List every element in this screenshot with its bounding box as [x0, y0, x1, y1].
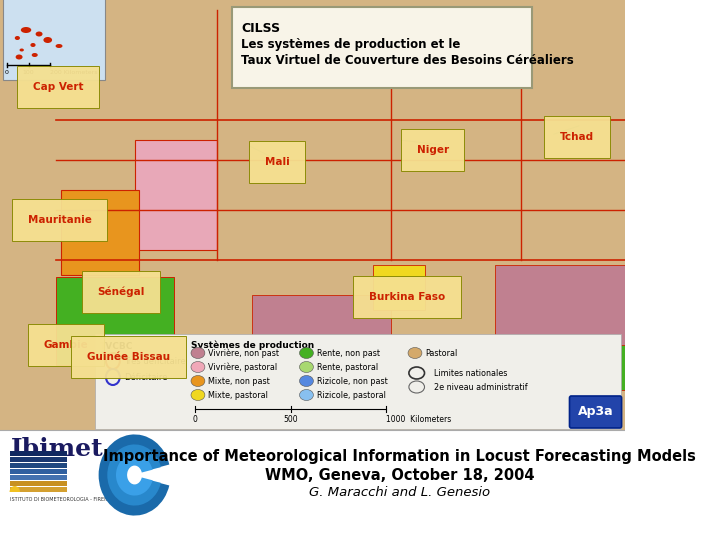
Text: Mixte, non past: Mixte, non past — [208, 376, 270, 386]
Text: Taux Virtuel de Couverture des Besoins Céréaliers: Taux Virtuel de Couverture des Besoins C… — [241, 54, 574, 67]
Ellipse shape — [19, 49, 24, 51]
Text: 200 Kilometers: 200 Kilometers — [50, 70, 98, 75]
FancyBboxPatch shape — [232, 7, 532, 88]
Ellipse shape — [300, 361, 313, 373]
Ellipse shape — [30, 43, 35, 47]
FancyBboxPatch shape — [252, 295, 391, 365]
Text: Ap3a: Ap3a — [577, 406, 613, 419]
Text: Niger: Niger — [417, 145, 449, 155]
Text: ISTITUTO DI BIOMETEOROLOGIA - FIRENZE: ISTITUTO DI BIOMETEOROLOGIA - FIRENZE — [10, 497, 114, 502]
Text: Guinée Bissau: Guinée Bissau — [87, 352, 170, 362]
Text: Rizicole, non past: Rizicole, non past — [317, 376, 387, 386]
Ellipse shape — [191, 361, 205, 373]
Ellipse shape — [55, 44, 63, 48]
Text: 2e niveau administratif: 2e niveau administratif — [434, 382, 528, 392]
Bar — [96, 334, 621, 429]
Ellipse shape — [191, 389, 205, 401]
Bar — [10, 475, 67, 480]
Text: 500: 500 — [284, 415, 298, 424]
Text: Mali: Mali — [265, 157, 289, 167]
Bar — [10, 487, 67, 492]
Text: Mauritanie: Mauritanie — [28, 215, 91, 225]
Bar — [10, 469, 67, 474]
Text: Gambie: Gambie — [43, 340, 88, 350]
Ellipse shape — [191, 375, 205, 387]
FancyBboxPatch shape — [56, 277, 174, 365]
Bar — [10, 481, 67, 486]
Text: Rente, pastoral: Rente, pastoral — [317, 362, 378, 372]
Text: Sénégal: Sénégal — [97, 287, 145, 297]
Bar — [10, 462, 67, 468]
Text: Mixte, pastoral: Mixte, pastoral — [208, 390, 269, 400]
FancyBboxPatch shape — [516, 345, 625, 390]
Text: 0: 0 — [193, 415, 198, 424]
Ellipse shape — [191, 348, 205, 359]
Text: Vivrière, pastoral: Vivrière, pastoral — [208, 362, 277, 372]
Text: Ibimet: Ibimet — [10, 437, 103, 461]
Text: CILSS: CILSS — [241, 22, 281, 35]
FancyBboxPatch shape — [570, 396, 621, 428]
Text: Importance of Meteorological Information in Locust Forecasting Models: Importance of Meteorological Information… — [103, 449, 696, 464]
Bar — [0, 0, 625, 430]
Text: Limites nationales: Limites nationales — [434, 368, 508, 377]
Text: Vivrière, non past: Vivrière, non past — [208, 348, 279, 357]
Text: Burkina Faso: Burkina Faso — [369, 292, 445, 302]
Bar — [10, 456, 67, 462]
Text: Rizicole, pastoral: Rizicole, pastoral — [317, 390, 386, 400]
FancyBboxPatch shape — [60, 190, 139, 275]
Ellipse shape — [35, 31, 42, 37]
Ellipse shape — [16, 55, 22, 59]
Bar — [3, 0, 105, 80]
Text: Pastoral: Pastoral — [426, 348, 458, 357]
Ellipse shape — [21, 27, 31, 33]
Ellipse shape — [32, 53, 37, 57]
Ellipse shape — [300, 389, 313, 401]
Ellipse shape — [300, 375, 313, 387]
Text: 100: 100 — [23, 70, 35, 75]
Text: Les systèmes de production et le: Les systèmes de production et le — [241, 38, 461, 51]
Wedge shape — [9, 486, 20, 492]
Text: Très déficitaire: Très déficitaire — [124, 356, 186, 366]
Ellipse shape — [408, 348, 422, 359]
Ellipse shape — [43, 37, 52, 43]
Ellipse shape — [300, 348, 313, 359]
Text: Rente, non past: Rente, non past — [317, 348, 380, 357]
Bar — [0, 430, 625, 540]
Text: G. Maracchi and L. Genesio: G. Maracchi and L. Genesio — [309, 487, 490, 500]
Text: Déficitaire: Déficitaire — [124, 373, 168, 381]
FancyBboxPatch shape — [373, 265, 426, 310]
FancyBboxPatch shape — [495, 265, 625, 355]
Ellipse shape — [14, 36, 20, 40]
Text: TVCBC: TVCBC — [100, 342, 133, 351]
Text: Tchad: Tchad — [560, 132, 594, 142]
Text: Systèmes de production: Systèmes de production — [191, 340, 314, 349]
Bar — [10, 450, 67, 456]
Text: Cap Vert: Cap Vert — [33, 82, 84, 92]
Text: 0: 0 — [5, 70, 9, 75]
Text: 1000  Kilometers: 1000 Kilometers — [387, 415, 451, 424]
Text: WMO, Geneva, October 18, 2004: WMO, Geneva, October 18, 2004 — [264, 469, 534, 483]
FancyBboxPatch shape — [135, 140, 217, 250]
